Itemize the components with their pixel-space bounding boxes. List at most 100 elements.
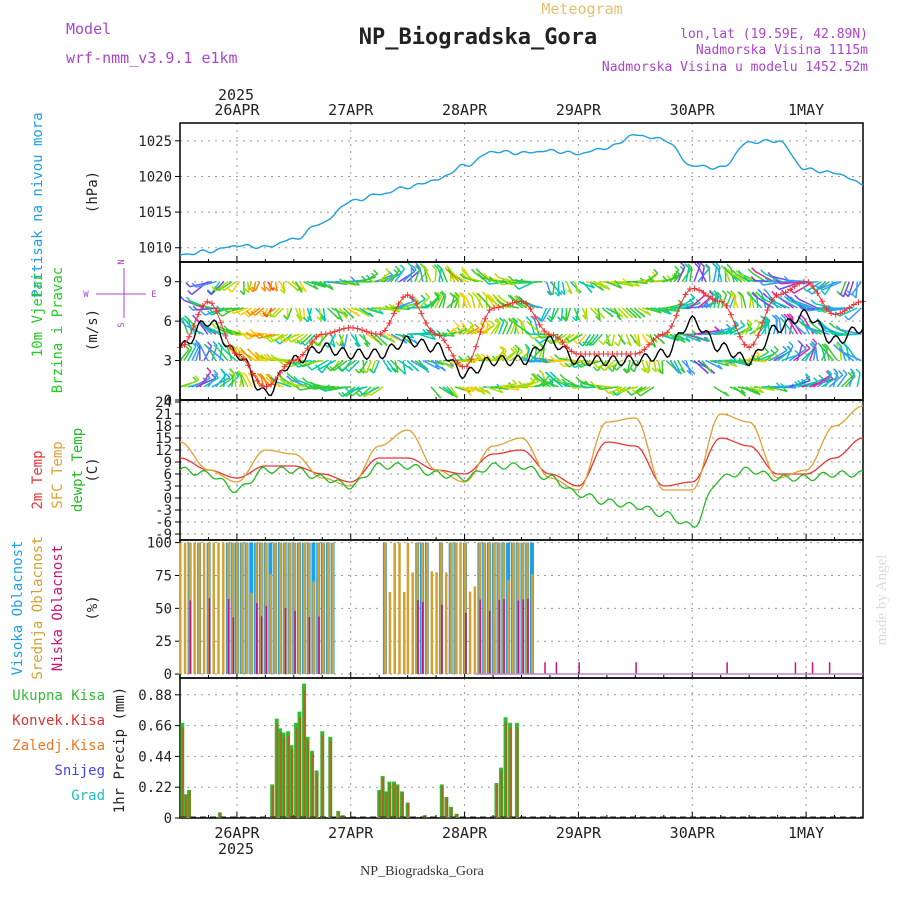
wind-barb-tick xyxy=(720,265,727,271)
cloud-mid-bar xyxy=(507,579,510,675)
wind-barb-tick xyxy=(716,328,722,334)
wind-barb-tick xyxy=(274,356,280,362)
wind-barb xyxy=(410,266,413,282)
wind-barb xyxy=(842,351,862,362)
wind-barb-tick xyxy=(262,312,268,318)
ytick-label-temperature-8: 15 xyxy=(155,431,172,447)
wind-barb-tick xyxy=(502,318,509,324)
wind-barb-tick xyxy=(617,385,623,391)
wind-barb xyxy=(630,386,647,396)
wind-barb-tick xyxy=(851,293,857,299)
wind-barb-tick xyxy=(453,392,459,398)
wind-barb-tick xyxy=(512,346,518,352)
wind-barb xyxy=(724,269,731,282)
wind-barb-tick xyxy=(666,309,672,315)
wind-barb-tick xyxy=(286,375,292,381)
wind-barb-tick xyxy=(545,371,551,377)
wind-barb xyxy=(554,359,571,362)
wind-barb-tick xyxy=(827,304,833,310)
ytick-label-wind-2: 6 xyxy=(164,314,172,330)
cloud-ylabel-1: Srednja Oblacnost xyxy=(30,536,46,679)
wind-barb-tick xyxy=(774,284,780,291)
wind-barb xyxy=(769,349,788,362)
wind-barb xyxy=(437,268,444,282)
wind-barb-tick xyxy=(525,316,531,322)
wind-barb-tick xyxy=(536,333,542,339)
precip-legend: Ukupna Kisa Konvek.Kisa Zaledj.Kisa Snijeg G… xyxy=(12,688,105,804)
ytick-label-temperature-11: 24 xyxy=(155,395,172,411)
wind-barb-tick xyxy=(507,317,513,323)
top-date-26APR: 26APR xyxy=(214,101,260,119)
wind-barb xyxy=(578,281,595,289)
wind-barb-tick xyxy=(494,273,500,279)
wind-barb-tick xyxy=(653,268,659,274)
wind-barb xyxy=(185,324,205,335)
wind-barb-tick xyxy=(832,368,839,374)
cloud-bars xyxy=(179,542,863,675)
wind-barb-tick xyxy=(459,273,465,279)
wind-barb-tick xyxy=(266,312,272,318)
wind-barb-tick xyxy=(843,292,849,298)
wind-barb-tick xyxy=(604,388,610,395)
temperature-ylabels: 2m Temp SFC Temp dewpt Temp xyxy=(30,428,86,512)
cloud-mid-bar xyxy=(511,542,515,675)
wind-barb-tick xyxy=(293,286,300,292)
cloud-mid-bar xyxy=(179,542,182,675)
wind-barb-tick xyxy=(227,287,233,293)
wind-barb-tick xyxy=(301,377,308,383)
cloud-ylabels: Visoka Oblacnost Srednja Oblacnost Niska O… xyxy=(10,536,66,679)
wind-barb xyxy=(339,280,356,286)
wind-barb-tick xyxy=(562,315,568,321)
cloud-mid-bar xyxy=(235,542,239,675)
wind-barb xyxy=(798,298,818,309)
wind-barb-tick xyxy=(206,367,212,373)
wind-barb xyxy=(708,268,711,282)
wind-barb xyxy=(494,322,501,335)
wind-barb-tick xyxy=(415,262,421,268)
wind-barb xyxy=(804,346,815,362)
wind-barb-tick xyxy=(208,307,214,314)
wind-barb-tick xyxy=(502,279,508,285)
wind-barb xyxy=(777,349,792,362)
cloud-mid-bar xyxy=(430,571,434,675)
wind-barb-tick xyxy=(179,296,186,302)
cloud-mid-bar xyxy=(321,542,325,675)
wind-barb-tick xyxy=(188,305,194,311)
precip-conv-bar xyxy=(316,772,319,818)
ytick-label-clouds-4: 100 xyxy=(147,536,172,552)
wind-barb-tick xyxy=(613,341,620,347)
wind-barb-tick xyxy=(378,309,384,315)
wind-barb-tick xyxy=(828,322,835,328)
wind-barb-tick xyxy=(250,310,256,316)
wind-barb-tick xyxy=(200,310,206,316)
wind-barb xyxy=(475,296,484,309)
cloud-mid-bar xyxy=(331,542,335,675)
wind-barb-tick xyxy=(835,325,841,331)
wind-barb-tick xyxy=(370,272,377,278)
dewpoint-line xyxy=(179,462,864,529)
wind-barb-tick xyxy=(740,321,746,327)
wind-barb-tick xyxy=(736,291,742,297)
wind-barb xyxy=(506,321,514,335)
precip-conv-bar xyxy=(385,792,388,818)
wind-barb xyxy=(573,281,581,294)
wind-barb-tick xyxy=(511,379,518,385)
wind-barb xyxy=(701,293,715,309)
wind-barb-tick xyxy=(783,295,789,301)
wind-barb-tick xyxy=(735,269,741,275)
wind-barb-tick xyxy=(584,380,590,386)
wind-barb-tick xyxy=(181,316,187,322)
wind-barb-tick xyxy=(514,284,520,290)
wind-barb xyxy=(331,386,352,390)
wind-barb-tick xyxy=(685,336,691,342)
wind-barb-tick xyxy=(249,355,255,361)
wind-barb xyxy=(850,281,862,296)
precip-conv-bar xyxy=(500,770,503,818)
wind-barb xyxy=(231,372,235,387)
cloud-mid-bar xyxy=(487,542,491,675)
top-date-28APR: 28APR xyxy=(442,101,488,119)
wind-barb-tick xyxy=(261,310,268,316)
wind-barb-tick xyxy=(632,313,638,319)
wind-barb-tick xyxy=(191,282,197,288)
cloud-mid-bar xyxy=(298,542,301,675)
